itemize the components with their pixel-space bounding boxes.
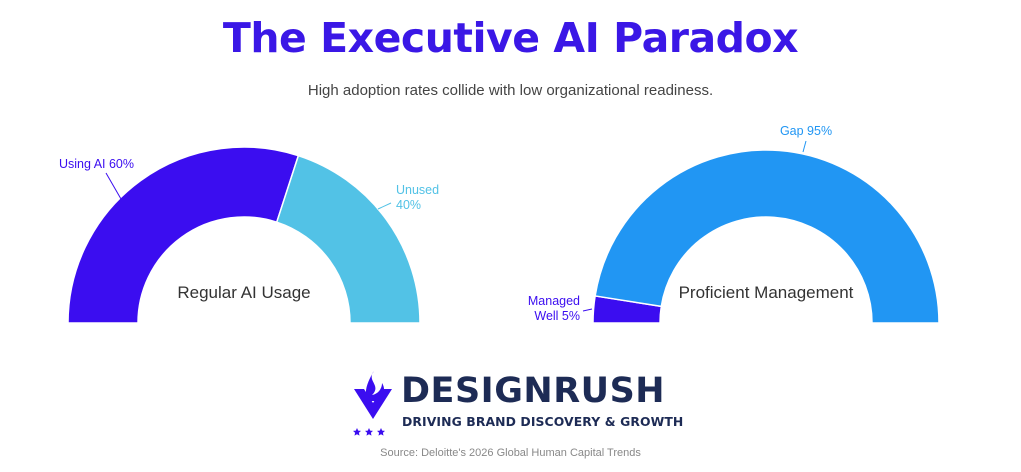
gauge-1-center-label: Regular AI Usage — [177, 283, 310, 302]
gauge-1-slice-2 — [275, 154, 421, 324]
gauge-2-slice-1-label: Managed — [528, 294, 580, 308]
gauge-2-slice-2 — [594, 149, 940, 324]
gauge-2-slice-1-leader-line — [582, 308, 593, 312]
page-title: The Executive AI Paradox — [222, 14, 799, 62]
gauge-1-slice-1 — [67, 146, 300, 324]
brand-name[interactable]: DESIGNRUSH — [401, 371, 666, 411]
page-subtitle: High adoption rates collide with low org… — [307, 82, 714, 99]
gauge-1-slice-1-leader-line — [105, 172, 122, 200]
star-icon — [365, 428, 373, 436]
gauge-1-slice-2-label: 40% — [396, 198, 421, 212]
designrush-logo-icon — [353, 371, 392, 436]
brand-tagline: DRIVING BRAND DISCOVERY & GROWTH — [402, 414, 684, 429]
gauge-2-slice-2-leader-line — [802, 140, 807, 153]
gauge-2-slice-2-label: Gap 95% — [780, 124, 832, 138]
star-icon — [353, 428, 361, 436]
gauge-2-slice-1-label: Well 5% — [534, 309, 580, 323]
chevron-icon — [354, 389, 392, 419]
star-icon — [377, 428, 385, 436]
gauge-1-slice-2-leader-line — [377, 202, 392, 210]
gauge-2-center-label: Proficient Management — [679, 283, 854, 302]
gauge-1-slice-1-label: Using AI 60% — [59, 157, 134, 171]
gauge-1-slice-2-label: Unused — [396, 183, 439, 197]
source-note: Source: Deloitte's 2026 Global Human Cap… — [380, 447, 641, 459]
